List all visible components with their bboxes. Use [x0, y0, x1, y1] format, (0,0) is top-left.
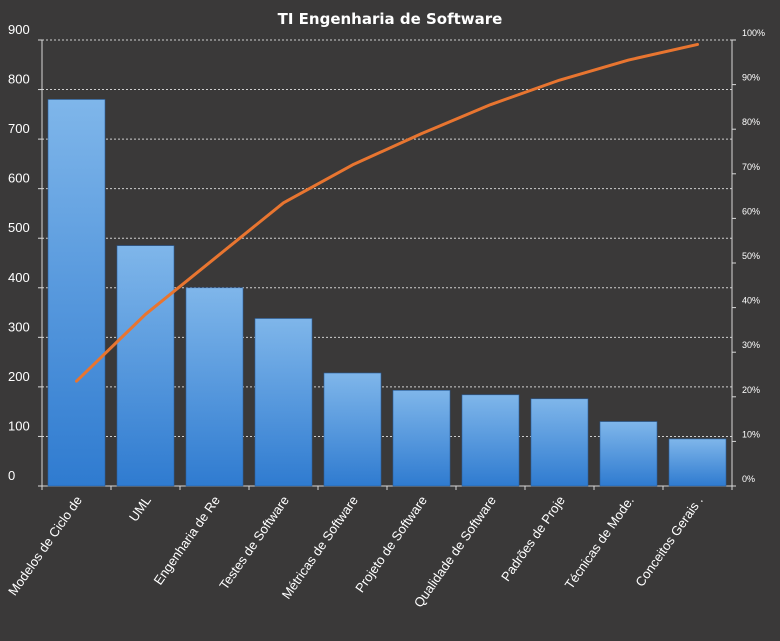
y-tick-label: 300	[8, 319, 30, 334]
bar	[599, 421, 658, 487]
y-tick-label: 100	[8, 418, 30, 433]
y-tick-label: 200	[8, 369, 30, 384]
x-tick-label: Modelos de Ciclo de	[5, 493, 85, 598]
x-tick-label: Técnicas de Mode.	[562, 493, 637, 592]
x-tick-label: Testes de Software	[216, 493, 292, 592]
bars	[47, 99, 727, 487]
cumulative-line-path	[75, 42, 699, 383]
y2-tick-label: 20%	[742, 385, 760, 395]
y2-tick-label: 50%	[742, 251, 760, 261]
y-tick-label: 900	[8, 22, 30, 37]
y-axis-left-ticks: 0 100 200 300 400 500 600 700 800 900	[8, 22, 30, 483]
bar	[323, 372, 382, 487]
bar	[254, 318, 313, 487]
y2-tick-label: 70%	[742, 162, 760, 172]
y2-tick-label: 40%	[742, 296, 760, 306]
y2-tick-label: 100%	[742, 28, 765, 38]
y2-tick-label: 10%	[742, 429, 760, 439]
x-tick-label: UML	[126, 493, 154, 524]
y2-tick-label: 30%	[742, 340, 760, 350]
chart-title: TI Engenharia de Software	[278, 10, 503, 28]
x-tick-label: Qualidade de Software	[411, 493, 499, 610]
y-tick-label: 500	[8, 220, 30, 235]
grid-lines	[42, 39, 732, 437]
bar	[116, 245, 175, 487]
x-tick-label: Projeto de Software	[352, 493, 430, 595]
y-tick-label: 800	[8, 72, 30, 87]
y-tick-label: 600	[8, 171, 30, 186]
bar	[185, 287, 244, 487]
y2-tick-label: 60%	[742, 206, 760, 216]
y2-tick-label: 90%	[742, 73, 760, 83]
x-tick-label: Métricas de Software	[279, 493, 361, 602]
x-tick-label: Padrões de Proje	[498, 493, 568, 584]
y2-tick-label: 80%	[742, 117, 760, 127]
bar	[392, 390, 451, 487]
bar	[530, 398, 589, 487]
y-axis-right-ticks: 0% 10% 20% 30% 40% 50% 60% 70% 80% 90% 100%	[742, 28, 765, 484]
x-tick-label: Conceitos Gerais .	[632, 493, 706, 589]
x-tick-label: Engenharia de Re	[151, 493, 223, 587]
cumulative-line	[75, 42, 699, 383]
bar	[47, 99, 106, 487]
bar	[668, 438, 727, 487]
y-tick-label: 700	[8, 121, 30, 136]
y-tick-label: 0	[8, 468, 15, 483]
y-tick-label: 400	[8, 270, 30, 285]
bar	[461, 394, 520, 487]
y2-tick-label: 0%	[742, 474, 755, 484]
